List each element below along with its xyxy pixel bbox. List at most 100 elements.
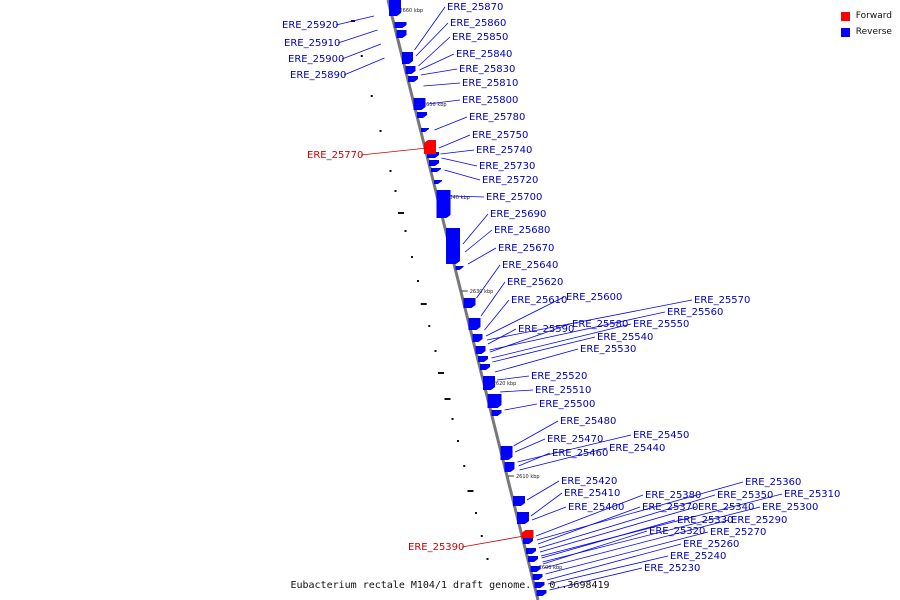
gene-feature-block[interactable]: [413, 98, 426, 110]
gene-label-ere-25470[interactable]: ERE_25470: [547, 434, 603, 445]
gene-feature-block[interactable]: [528, 556, 538, 562]
gene-label-ere-25380[interactable]: ERE_25380: [645, 490, 701, 501]
gene-label-ere-25810[interactable]: ERE_25810: [462, 78, 518, 89]
gene-label-ere-25830[interactable]: ERE_25830: [459, 64, 515, 75]
gene-label-ere-25620[interactable]: ERE_25620: [507, 277, 563, 288]
gene-feature-block[interactable]: [455, 266, 464, 270]
gene-label-ere-25850[interactable]: ERE_25850: [452, 32, 508, 43]
gene-label-ere-25730[interactable]: ERE_25730: [479, 161, 535, 172]
leader-line: [467, 247, 497, 265]
gene-label-ere-25390[interactable]: ERE_25390: [408, 542, 464, 553]
gene-label-ere-25870[interactable]: ERE_25870: [447, 2, 503, 13]
gene-label-ere-25890[interactable]: ERE_25890: [290, 70, 346, 81]
gene-feature-block[interactable]: [478, 356, 488, 362]
gene-feature-block[interactable]: [483, 376, 495, 390]
gene-feature-block[interactable]: [431, 168, 441, 172]
gene-feature-block[interactable]: [517, 512, 529, 524]
gene-label-ere-25300[interactable]: ERE_25300: [762, 502, 818, 513]
gene-label-ere-25330[interactable]: ERE_25330: [677, 515, 733, 526]
gene-feature-block[interactable]: [402, 52, 413, 64]
gene-label-ere-25310[interactable]: ERE_25310: [784, 489, 840, 500]
gene-label-ere-25700[interactable]: ERE_25700: [486, 192, 542, 203]
gene-feature-block[interactable]: [491, 410, 502, 416]
gene-label-ere-25270[interactable]: ERE_25270: [710, 527, 766, 538]
gene-label-ere-25720[interactable]: ERE_25720: [482, 175, 538, 186]
forward-gene-block[interactable]: [521, 530, 534, 538]
gene-label-ere-25580[interactable]: ERE_25580: [572, 319, 628, 330]
gene-label-ere-25780[interactable]: ERE_25780: [469, 112, 525, 123]
gene-feature-block[interactable]: [504, 462, 515, 472]
gene-label-ere-25550[interactable]: ERE_25550: [633, 319, 689, 330]
gene-label-ere-25410[interactable]: ERE_25410: [564, 488, 620, 499]
gene-feature-block[interactable]: [405, 66, 416, 74]
gene-feature-block[interactable]: [513, 496, 525, 506]
gene-label-ere-25680[interactable]: ERE_25680: [494, 225, 550, 236]
forward-gene-block[interactable]: [424, 140, 436, 154]
gene-label-ere-25450[interactable]: ERE_25450: [633, 430, 689, 441]
gene-label-ere-25900[interactable]: ERE_25900: [288, 54, 344, 65]
gene-feature-block[interactable]: [434, 180, 442, 184]
gene-feature-block[interactable]: [480, 364, 490, 370]
gene-feature-block[interactable]: [536, 590, 547, 596]
gene-label-ere-25560[interactable]: ERE_25560: [667, 307, 723, 318]
gene-feature-block[interactable]: [534, 582, 545, 588]
gene-label-ere-25520[interactable]: ERE_25520: [531, 371, 587, 382]
gene-feature-block[interactable]: [530, 566, 541, 572]
gene-label-ere-25440[interactable]: ERE_25440: [609, 443, 665, 454]
gene-label-ere-25590[interactable]: ERE_25590: [518, 324, 574, 335]
gene-label-ere-25570[interactable]: ERE_25570: [694, 295, 750, 306]
gene-feature-block[interactable]: [446, 228, 460, 264]
gene-feature-block[interactable]: [394, 22, 407, 28]
leader-line: [543, 519, 730, 569]
gene-feature-block[interactable]: [389, 0, 401, 16]
gene-label-ere-25540[interactable]: ERE_25540: [597, 332, 653, 343]
gene-label-ere-25640[interactable]: ERE_25640: [502, 260, 558, 271]
gene-label-ere-25530[interactable]: ERE_25530: [580, 344, 636, 355]
gene-label-ere-25480[interactable]: ERE_25480: [560, 416, 616, 427]
gene-label-ere-25670[interactable]: ERE_25670: [498, 243, 554, 254]
gene-label-ere-25510[interactable]: ERE_25510: [535, 385, 591, 396]
gene-feature-block[interactable]: [532, 574, 543, 580]
gene-label-ere-25350[interactable]: ERE_25350: [717, 490, 773, 501]
gene-feature-block[interactable]: [396, 30, 407, 38]
gene-label-ere-25420[interactable]: ERE_25420: [561, 476, 617, 487]
gene-label-ere-25920[interactable]: ERE_25920: [282, 20, 338, 31]
leader-line: [337, 29, 378, 44]
gene-feature-block[interactable]: [463, 298, 476, 308]
gene-feature-block[interactable]: [417, 112, 427, 118]
leader-line: [549, 567, 643, 591]
gene-label-ere-25240[interactable]: ERE_25240: [670, 551, 726, 562]
gene-label-ere-25340[interactable]: ERE_25340: [698, 502, 754, 513]
gene-feature-block[interactable]: [468, 318, 481, 330]
gene-label-ere-25320[interactable]: ERE_25320: [649, 526, 705, 537]
gene-feature-block[interactable]: [436, 190, 451, 218]
gene-label-ere-25260[interactable]: ERE_25260: [683, 539, 739, 550]
gene-label-ere-25690[interactable]: ERE_25690: [490, 209, 546, 220]
gene-label-ere-25610[interactable]: ERE_25610: [511, 295, 567, 306]
gene-feature-block[interactable]: [526, 548, 536, 554]
gene-label-ere-25370[interactable]: ERE_25370: [642, 502, 698, 513]
leader-line: [462, 213, 489, 245]
gene-feature-block[interactable]: [500, 446, 513, 460]
gene-label-ere-25860[interactable]: ERE_25860: [450, 18, 506, 29]
kbp-ticks-layer: 2660 kbp 2650 kbp 2640 kbp 2630 kbp 2620 kbp…: [391, 8, 562, 571]
gene-label-ere-25360[interactable]: ERE_25360: [745, 477, 801, 488]
gene-label-ere-25740[interactable]: ERE_25740: [476, 145, 532, 156]
gene-label-ere-25750[interactable]: ERE_25750: [472, 130, 528, 141]
gene-feature-block[interactable]: [472, 334, 483, 342]
gene-label-ere-25800[interactable]: ERE_25800: [462, 95, 518, 106]
gene-label-ere-25230[interactable]: ERE_25230: [644, 563, 700, 574]
gene-label-ere-25840[interactable]: ERE_25840: [456, 49, 512, 60]
gene-label-ere-25600[interactable]: ERE_25600: [566, 292, 622, 303]
gene-feature-block[interactable]: [487, 394, 502, 408]
gene-label-ere-25290[interactable]: ERE_25290: [731, 515, 787, 526]
gene-label-ere-25910[interactable]: ERE_25910: [284, 38, 340, 49]
gene-label-ere-25770[interactable]: ERE_25770: [307, 150, 363, 161]
gene-label-ere-25400[interactable]: ERE_25400: [568, 502, 624, 513]
gene-feature-block[interactable]: [408, 76, 418, 82]
gene-feature-block[interactable]: [475, 346, 486, 354]
gene-label-ere-25460[interactable]: ERE_25460: [552, 448, 608, 459]
gene-feature-block[interactable]: [421, 128, 429, 132]
gene-label-ere-25500[interactable]: ERE_25500: [539, 399, 595, 410]
gene-feature-block[interactable]: [429, 160, 439, 166]
